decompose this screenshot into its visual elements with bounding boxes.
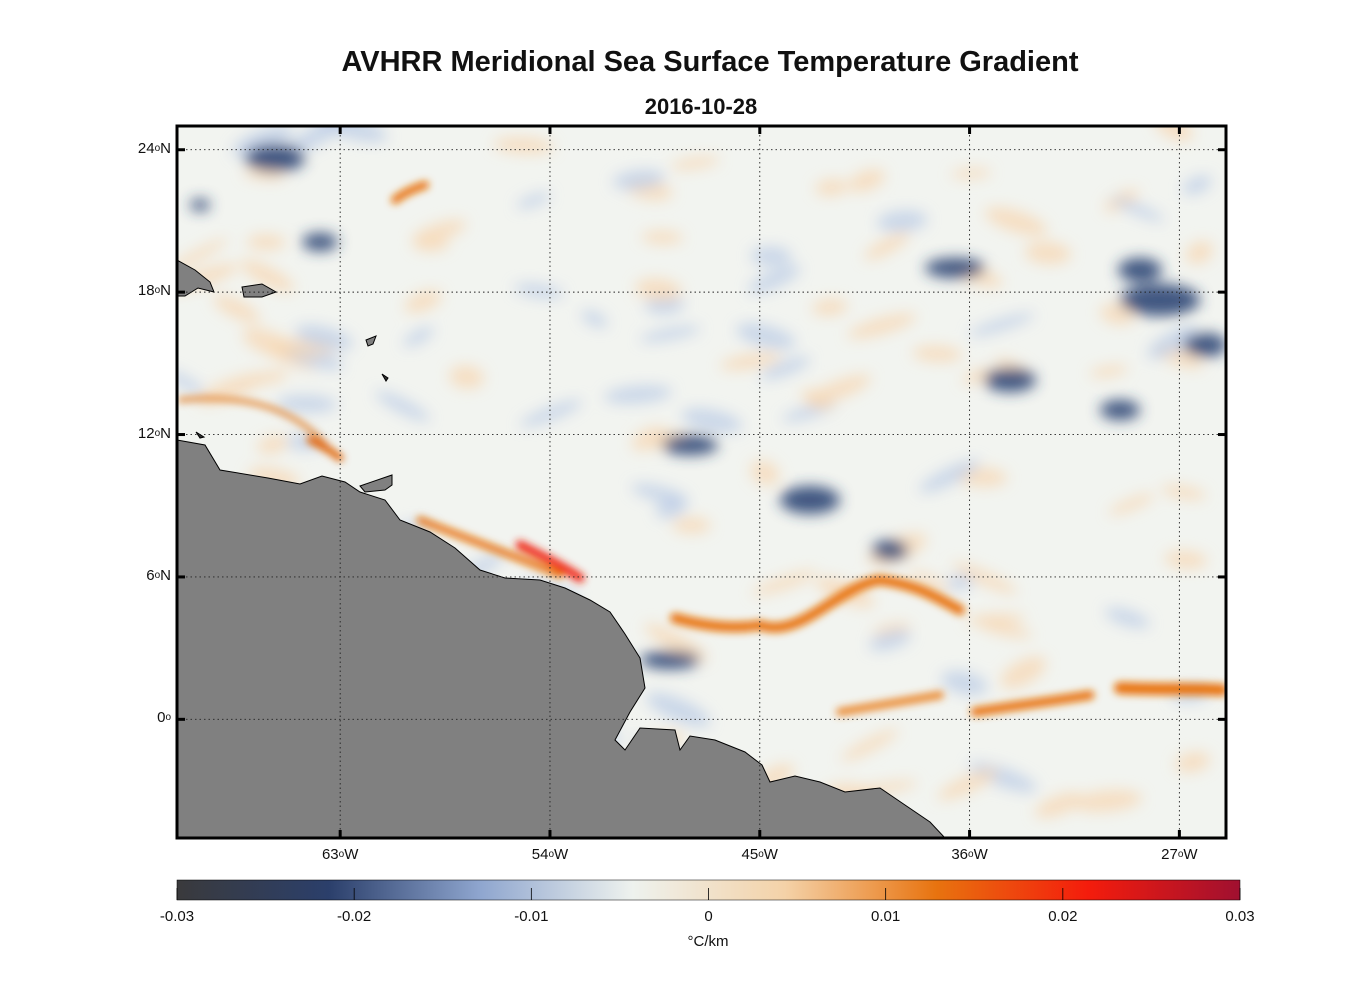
colorbar-tick-label: -0.02: [337, 908, 372, 925]
lat-label: 24oN: [137, 139, 171, 157]
lat-label: 12oN: [137, 424, 171, 442]
lat-label: 18oN: [137, 282, 171, 300]
lat-label: 6oN: [146, 566, 171, 584]
lon-label: 54oW: [531, 846, 569, 863]
colorbar-tick-label: -0.03: [159, 908, 195, 925]
lat-label: 0o: [157, 709, 171, 727]
colorbar-tick-label: -0.01: [514, 908, 549, 925]
graticule: [177, 126, 1226, 838]
map-subtitle: 2016-10-28: [644, 94, 758, 119]
lon-label: 36oW: [951, 846, 988, 863]
colorbar-tick-label: 0.03: [1225, 908, 1255, 925]
land-caribbean-islands: [177, 259, 389, 439]
colorbar-tick-label: 0: [704, 908, 713, 925]
map-frame: [175, 124, 1228, 840]
lon-label: 27oW: [1161, 846, 1198, 863]
colorbar-tick-label: 0.01: [871, 908, 901, 925]
map-title: AVHRR Meridional Sea Surface Temperature…: [341, 46, 1079, 78]
colorbar-ticks: [176, 888, 1241, 900]
colorbar-tick-label: 0.02: [1048, 908, 1078, 925]
colorbar-units: °C/km: [687, 933, 729, 950]
axis-ticks: [177, 126, 1226, 838]
sst-field: [177, 126, 1226, 838]
lon-label: 63oW: [321, 846, 359, 863]
lon-label: 45oW: [741, 846, 778, 863]
land-south-america: [177, 439, 946, 838]
